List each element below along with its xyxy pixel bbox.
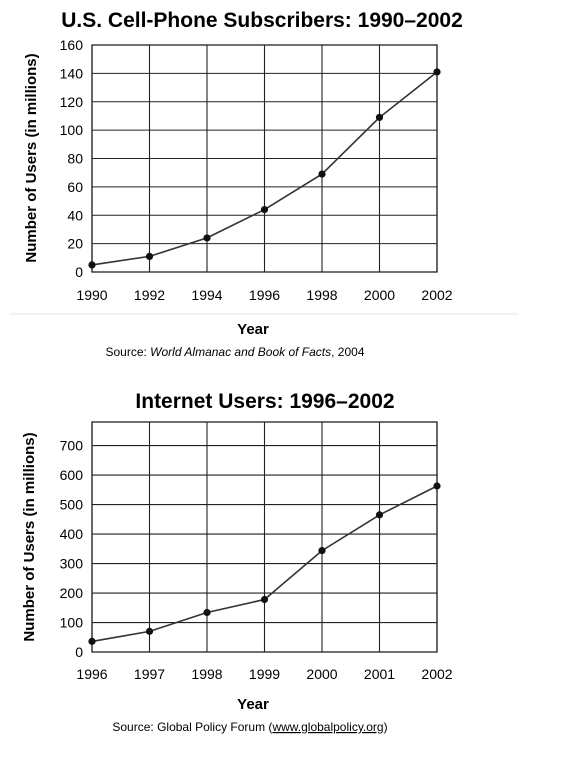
chart2-grid [91, 421, 438, 653]
c1-y-tick-label-4: 80 [67, 151, 83, 167]
c2-point-1996 [88, 637, 96, 645]
chart1-x-ticks: 1990 1992 1994 1996 1998 2000 2002 [76, 287, 452, 303]
c1-y-tick-label-6: 120 [60, 94, 84, 110]
chart2-source-suffix: ) [384, 720, 388, 734]
c1-x-tick-label-5: 2000 [364, 287, 395, 303]
c1-point-2002 [433, 68, 441, 76]
chart2-y-axis-label: Number of Users (in millions) [21, 432, 38, 641]
c1-point-1996 [260, 205, 269, 214]
chart1-points [88, 68, 441, 269]
c1-point-1992 [145, 252, 154, 260]
c1-y-tick-label-1: 20 [67, 236, 83, 252]
c2-x-tick-label-5: 2001 [364, 666, 395, 682]
chart1-y-ticks: 0 20 40 60 80 100 120 140 160 [60, 37, 84, 280]
c1-point-1998 [318, 170, 326, 178]
chart1-x-axis-label: Year [237, 321, 269, 338]
c2-y-tick-label-7: 700 [60, 438, 84, 454]
chart1-source-prefix: Source: [105, 345, 150, 359]
c1-point-1990 [88, 261, 96, 269]
c1-y-tick-label-8: 160 [60, 37, 84, 53]
chart2-x-axis-label: Year [237, 696, 269, 713]
chart1-source-title: World Almanac and Book of Facts [150, 345, 331, 359]
chart2-y-ticks: 0 100 200 300 400 500 600 700 [60, 438, 84, 660]
c1-x-tick-label-6: 2002 [421, 287, 452, 303]
c2-y-tick-label-3: 300 [60, 556, 84, 572]
c2-x-tick-label-6: 2002 [421, 666, 452, 682]
chart2-source-prefix: Source: Global Policy Forum ( [112, 720, 272, 734]
c1-y-tick-label-7: 140 [60, 65, 84, 81]
chart2-title: Internet Users: 1996–2002 [135, 390, 394, 413]
c1-y-tick-label-2: 40 [67, 207, 83, 223]
c2-x-tick-label-1: 1997 [134, 666, 165, 682]
c2-y-tick-label-6: 600 [60, 467, 84, 483]
c2-point-1997 [145, 627, 154, 635]
c2-point-1999 [260, 595, 269, 604]
c2-x-tick-label-3: 1999 [249, 666, 280, 682]
c1-x-tick-label-1: 1992 [134, 287, 165, 303]
c1-point-1994 [203, 234, 211, 242]
chart1-source-year: , 2004 [331, 345, 365, 359]
chart1-title: U.S. Cell-Phone Subscribers: 1990–2002 [61, 9, 463, 32]
c2-y-tick-label-5: 500 [60, 497, 84, 513]
chart2-source: Source: Global Policy Forum (www.globalp… [112, 720, 387, 734]
c2-point-2001 [375, 511, 384, 519]
c1-x-tick-label-3: 1996 [249, 287, 280, 303]
c2-point-2000 [318, 546, 326, 555]
c2-y-tick-label-2: 200 [60, 585, 84, 601]
c1-x-tick-label-2: 1994 [191, 287, 222, 303]
c2-point-2002 [433, 482, 441, 490]
c2-x-tick-label-0: 1996 [76, 666, 107, 682]
cell-phone-chart: U.S. Cell-Phone Subscribers: 1990–2002 0… [23, 9, 463, 359]
c2-y-tick-label-4: 400 [60, 526, 84, 542]
internet-users-chart: Internet Users: 1996–2002 0 100 200 300 400 5… [21, 390, 453, 734]
c2-x-tick-label-4: 2000 [306, 666, 337, 682]
chart1-grid [91, 44, 438, 273]
c2-y-tick-label-1: 100 [60, 615, 84, 631]
c2-point-1998 [203, 608, 211, 617]
chart2-source-link[interactable]: www.globalpolicy.org [271, 720, 383, 734]
c1-y-tick-label-5: 100 [60, 122, 84, 138]
chart1-y-axis-label: Number of Users (in millions) [23, 53, 40, 262]
c1-x-tick-label-0: 1990 [76, 287, 107, 303]
c2-x-tick-label-2: 1998 [191, 666, 222, 682]
c1-y-tick-label-0: 0 [75, 264, 83, 280]
c1-x-tick-label-4: 1998 [306, 287, 337, 303]
chart1-source: Source: World Almanac and Book of Facts,… [105, 345, 364, 359]
chart2-points [88, 482, 441, 645]
c2-y-tick-label-0: 0 [75, 644, 83, 660]
c1-y-tick-label-3: 60 [67, 179, 83, 195]
c1-point-2000 [375, 113, 384, 121]
chart2-x-ticks: 1996 1997 1998 1999 2000 2001 2002 [76, 666, 452, 682]
